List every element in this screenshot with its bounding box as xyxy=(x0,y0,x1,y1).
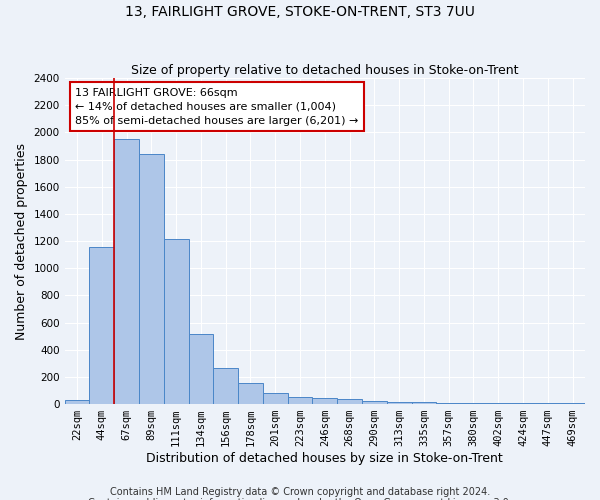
Bar xyxy=(164,239,188,404)
Bar xyxy=(139,154,164,404)
Bar xyxy=(461,403,486,404)
Bar xyxy=(263,393,287,404)
Bar xyxy=(89,247,114,404)
Bar xyxy=(362,401,387,404)
Text: 13 FAIRLIGHT GROVE: 66sqm
← 14% of detached houses are smaller (1,004)
85% of se: 13 FAIRLIGHT GROVE: 66sqm ← 14% of detac… xyxy=(75,88,358,126)
Bar xyxy=(412,402,436,404)
Bar xyxy=(313,398,337,404)
Bar xyxy=(486,403,511,404)
Text: 13, FAIRLIGHT GROVE, STOKE-ON-TRENT, ST3 7UU: 13, FAIRLIGHT GROVE, STOKE-ON-TRENT, ST3… xyxy=(125,5,475,19)
Bar xyxy=(387,402,412,404)
Bar xyxy=(337,399,362,404)
Text: Contains HM Land Registry data © Crown copyright and database right 2024.: Contains HM Land Registry data © Crown c… xyxy=(110,487,490,497)
Bar xyxy=(287,398,313,404)
Bar xyxy=(114,138,139,404)
X-axis label: Distribution of detached houses by size in Stoke-on-Trent: Distribution of detached houses by size … xyxy=(146,452,503,465)
Bar xyxy=(214,368,238,404)
Y-axis label: Number of detached properties: Number of detached properties xyxy=(15,142,28,340)
Bar xyxy=(188,334,214,404)
Bar xyxy=(436,402,461,404)
Title: Size of property relative to detached houses in Stoke-on-Trent: Size of property relative to detached ho… xyxy=(131,64,518,77)
Bar xyxy=(65,400,89,404)
Text: Contains public sector information licensed under the Open Government Licence v3: Contains public sector information licen… xyxy=(88,498,512,500)
Bar xyxy=(238,383,263,404)
